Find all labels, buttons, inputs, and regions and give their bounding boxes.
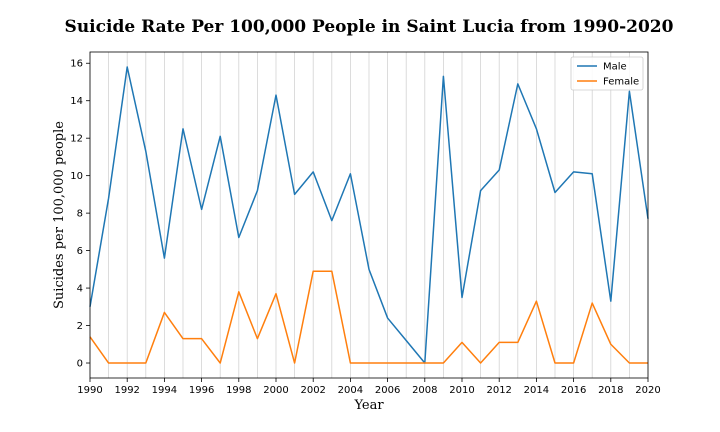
x-tick-label: 2008: [412, 385, 437, 396]
legend-label-male: Male: [603, 62, 627, 73]
x-tick-label: 2012: [486, 385, 511, 396]
x-tick-label: 1994: [152, 385, 177, 396]
y-tick-label: 0: [77, 359, 83, 370]
y-tick-label: 4: [77, 284, 83, 295]
x-axis-ticks: 1990 1992 1994 1996 1998 2000 2002 2004 2006 2008…: [77, 378, 661, 396]
y-tick-label: 10: [70, 171, 83, 182]
x-tick-label: 2016: [561, 385, 586, 396]
series-line-male: [89, 66, 649, 364]
plot-area-frame: [89, 51, 649, 379]
x-tick-label: 2010: [449, 385, 474, 396]
y-axis-label: Suicides per 100,000 people: [52, 121, 67, 309]
grid-lines: [89, 52, 649, 378]
x-tick-label: 2000: [263, 385, 288, 396]
x-axis-label: Year: [353, 398, 384, 413]
series-line-female: [89, 270, 648, 364]
x-tick-label: 2018: [598, 385, 623, 396]
chart-title: Suicide Rate Per 100,000 People in Saint…: [65, 17, 674, 37]
x-tick-label: 2020: [635, 385, 660, 396]
y-axis-ticks: 0 2 4 6 8 10 12 14 16: [70, 59, 90, 370]
x-tick-label: 1998: [226, 385, 251, 396]
x-tick-label: 2006: [375, 385, 400, 396]
x-tick-label: 2004: [338, 385, 363, 396]
x-tick-label: 1992: [114, 385, 139, 396]
legend: Male Female: [570, 56, 644, 91]
legend-label-female: Female: [603, 77, 639, 88]
x-tick-label: 1996: [189, 385, 214, 396]
y-tick-label: 6: [77, 246, 83, 257]
series-lines: [89, 66, 649, 364]
y-tick-label: 14: [70, 96, 83, 107]
y-tick-label: 12: [70, 134, 83, 145]
y-tick-label: 2: [77, 321, 83, 332]
y-tick-label: 16: [70, 59, 83, 70]
y-tick-label: 8: [77, 209, 83, 220]
x-tick-label: 1990: [77, 385, 102, 396]
x-tick-label: 2014: [524, 385, 549, 396]
x-tick-label: 2002: [300, 385, 325, 396]
